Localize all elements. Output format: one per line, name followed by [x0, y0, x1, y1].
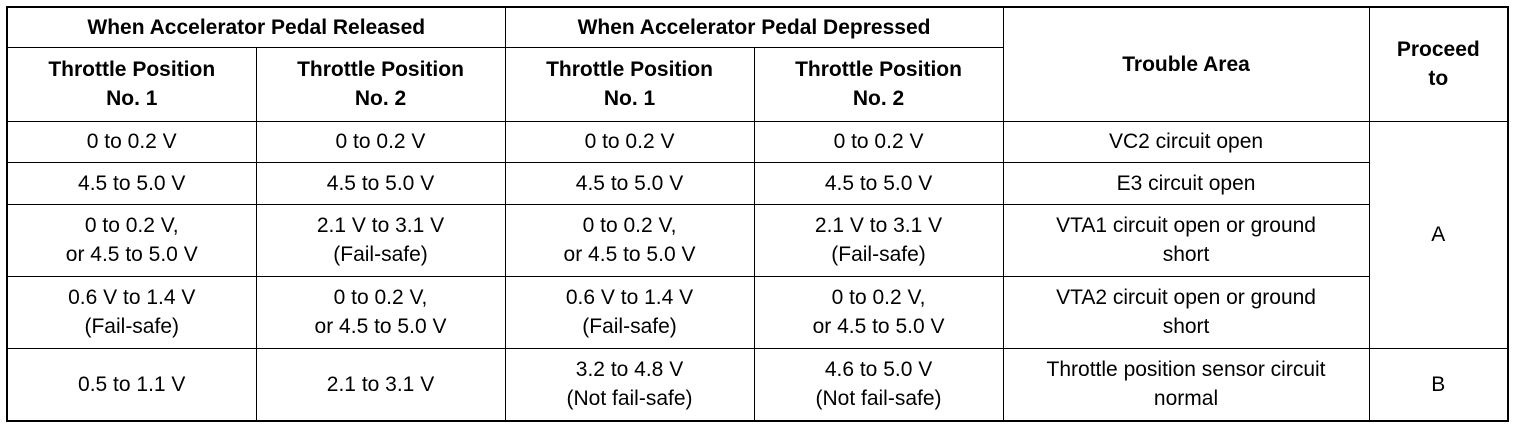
table-row: 4.5 to 5.0 V 4.5 to 5.0 V 4.5 to 5.0 V 4… — [6, 162, 1508, 205]
released-tp2-cell: 4.5 to 5.0 V — [255, 162, 506, 205]
table-row: 0 to 0.2 V 0 to 0.2 V 0 to 0.2 V 0 to 0.… — [6, 120, 1509, 349]
depressed-tp2-cell: 0 to 0.2 V, or 4.5 to 5.0 V — [753, 275, 1004, 349]
cell-line: 0 to 0.2 V — [86, 130, 177, 154]
trouble-area-cell: VTA1 circuit open or ground short — [1002, 203, 1370, 277]
cell-line: or 4.5 to 5.0 V — [314, 315, 447, 339]
header-line: Throttle Position — [297, 58, 464, 82]
proceed-to-header-line: Proceed — [1396, 38, 1480, 62]
cell-line: 2.1 to 3.1 V — [326, 372, 435, 396]
cell-line: 0 to 0.2 V, — [582, 214, 677, 238]
released-tp1-cell: 4.5 to 5.0 V — [6, 162, 257, 205]
cell-line: 4.5 to 5.0 V — [575, 172, 684, 196]
released-tp1-cell: 0.5 to 1.1 V — [6, 347, 257, 422]
depressed-group-header: When Accelerator Pedal Depressed — [504, 6, 1004, 48]
cell-line: 0 to 0.2 V, — [84, 214, 179, 238]
depressed-tp1-cell: 0 to 0.2 V — [504, 120, 755, 164]
cell-line: 0.5 to 1.1 V — [78, 372, 186, 396]
cell-line: 0.6 V to 1.4 V — [565, 286, 694, 310]
depressed-tp1-cell: 0.6 V to 1.4 V (Fail-safe) — [504, 275, 755, 349]
diagnostic-table: When Accelerator Pedal Released When Acc… — [6, 6, 1510, 422]
cell-line: Throttle position sensor circuit — [1046, 358, 1326, 382]
cell-line: VC2 circuit open — [1108, 130, 1264, 154]
released-tp1-header: Throttle Position No. 1 — [6, 46, 257, 122]
released-tp1-cell: 0 to 0.2 V — [6, 120, 257, 164]
proceed-to-header-line: to — [1428, 67, 1449, 91]
table-row: 0.5 to 1.1 V 2.1 to 3.1 V 3.2 to 4.8 V (… — [6, 347, 1509, 422]
table-row: 0.6 V to 1.4 V (Fail-safe) 0 to 0.2 V, o… — [6, 275, 1508, 349]
trouble-area-header: Trouble Area — [1002, 6, 1370, 122]
depressed-tp1-header: Throttle Position No. 1 — [504, 46, 755, 122]
proceed-to-header: Proceed to — [1368, 6, 1509, 122]
cell-line: 4.5 to 5.0 V — [326, 172, 435, 196]
depressed-tp1-cell: 3.2 to 4.8 V (Not fail-safe) — [504, 347, 755, 422]
cell-line: VTA2 circuit open or ground — [1056, 286, 1316, 310]
cell-line: short — [1162, 243, 1210, 267]
cell-line: 0.6 V to 1.4 V — [68, 286, 196, 310]
cell-line: VTA1 circuit open or ground — [1056, 214, 1316, 238]
cell-line: or 4.5 to 5.0 V — [812, 315, 945, 339]
cell-line: 0 to 0.2 V, — [831, 286, 926, 310]
header-line: No. 1 — [106, 87, 158, 111]
cell-line: 0 to 0.2 V, — [333, 286, 428, 310]
header-line: No. 2 — [354, 87, 407, 111]
cell-line: 2.1 V to 3.1 V — [316, 214, 445, 238]
cell-line: (Not fail-safe) — [815, 387, 942, 411]
trouble-area-cell: VC2 circuit open — [1002, 120, 1370, 164]
released-tp1-cell: 0.6 V to 1.4 V (Fail-safe) — [6, 275, 257, 349]
cell-line: 0 to 0.2 V — [833, 130, 924, 154]
cell-line: 0 to 0.2 V — [335, 130, 426, 154]
header-line: No. 2 — [852, 87, 905, 111]
released-tp2-cell: 2.1 V to 3.1 V (Fail-safe) — [255, 203, 506, 277]
depressed-tp2-header: Throttle Position No. 2 — [753, 46, 1004, 122]
cell-line: normal — [1153, 387, 1219, 411]
released-tp1-cell: 0 to 0.2 V, or 4.5 to 5.0 V — [6, 203, 257, 277]
header-line: Throttle Position — [48, 58, 216, 82]
depressed-tp2-cell: 4.6 to 5.0 V (Not fail-safe) — [753, 347, 1004, 422]
cell-line: 3.2 to 4.8 V — [575, 358, 684, 382]
cell-line: 4.6 to 5.0 V — [824, 358, 933, 382]
header-group-row: When Accelerator Pedal Released When Acc… — [6, 6, 1509, 122]
released-tp2-cell: 2.1 to 3.1 V — [255, 347, 506, 422]
cell-line: or 4.5 to 5.0 V — [65, 243, 198, 267]
cell-line: (Not fail-safe) — [566, 387, 693, 411]
proceed-to-cell-b: B — [1368, 347, 1509, 422]
cell-line: 0 to 0.2 V — [584, 130, 675, 154]
header-line: Throttle Position — [546, 58, 713, 82]
depressed-tp1-cell: 0 to 0.2 V, or 4.5 to 5.0 V — [504, 203, 755, 277]
cell-line: 2.1 V to 3.1 V — [814, 214, 943, 238]
cell-line: (Fail-safe) — [333, 243, 428, 267]
trouble-area-cell: E3 circuit open — [1002, 162, 1370, 205]
released-tp2-cell: 0 to 0.2 V — [255, 120, 506, 164]
cell-line: (Fail-safe) — [831, 243, 926, 267]
depressed-tp2-cell: 2.1 V to 3.1 V (Fail-safe) — [753, 203, 1004, 277]
depressed-tp1-cell: 4.5 to 5.0 V — [504, 162, 755, 205]
header-line: Throttle Position — [795, 58, 962, 82]
depressed-tp2-cell: 0 to 0.2 V — [753, 120, 1004, 164]
header-sub-row: Throttle Position No. 1 Throttle Positio… — [6, 46, 1508, 122]
proceed-to-cell-a: A — [1368, 120, 1509, 349]
released-tp2-cell: 0 to 0.2 V, or 4.5 to 5.0 V — [255, 275, 506, 349]
cell-line: E3 circuit open — [1116, 172, 1256, 196]
cell-line: (Fail-safe) — [84, 315, 179, 339]
trouble-area-cell: VTA2 circuit open or ground short — [1002, 275, 1370, 349]
header-line: No. 1 — [603, 87, 656, 111]
cell-line: short — [1162, 315, 1210, 339]
cell-line: 4.5 to 5.0 V — [824, 172, 933, 196]
cell-line: (Fail-safe) — [582, 315, 677, 339]
cell-line: 4.5 to 5.0 V — [78, 172, 186, 196]
table-row: 0 to 0.2 V, or 4.5 to 5.0 V 2.1 V to 3.1… — [6, 203, 1508, 277]
trouble-area-cell: Throttle position sensor circuit normal — [1002, 347, 1370, 422]
cell-line: or 4.5 to 5.0 V — [563, 243, 696, 267]
released-tp2-header: Throttle Position No. 2 — [255, 46, 506, 122]
depressed-tp2-cell: 4.5 to 5.0 V — [753, 162, 1004, 205]
released-group-header: When Accelerator Pedal Released — [6, 6, 506, 48]
